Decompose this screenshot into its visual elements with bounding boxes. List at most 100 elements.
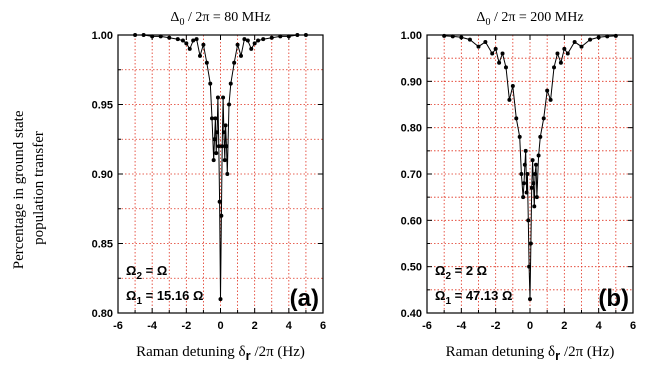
y-tick-label: 1.00	[92, 30, 113, 42]
parameter-annotation: Ω2 = 2 Ω	[435, 263, 487, 282]
data-point	[295, 33, 300, 37]
data-point	[536, 153, 541, 158]
data-point	[534, 162, 539, 167]
data-point	[221, 95, 226, 100]
x-tick-label: -4	[456, 320, 467, 332]
data-point	[187, 46, 192, 51]
data-point	[523, 148, 528, 153]
data-point	[228, 81, 233, 86]
data-point	[133, 33, 138, 37]
parameter-annotation: Ω1 = 15.16 Ω	[126, 288, 203, 307]
data-point	[239, 53, 243, 58]
data-point	[232, 60, 237, 65]
data-point	[214, 151, 219, 156]
data-point	[235, 42, 240, 47]
data-point	[514, 116, 519, 121]
data-point	[531, 181, 536, 186]
data-point	[503, 65, 508, 70]
data-point	[538, 134, 543, 139]
x-tick-label: 0	[527, 320, 533, 332]
x-tick-label: -4	[147, 320, 158, 332]
data-point	[530, 158, 535, 163]
data-point	[450, 34, 455, 39]
data-point	[218, 297, 223, 302]
data-point	[596, 35, 601, 40]
y-tick-label: 0.85	[92, 239, 113, 251]
x-tick-label: 2	[252, 320, 258, 332]
x-tick-label: -6	[422, 320, 432, 332]
panel-a: -6 -4 -2 0 2 4 6 0.80 0.85 0.90 0.95 1.00 Δ0 / 2π = …	[92, 10, 326, 363]
y-tick-label: 0.90	[401, 76, 422, 88]
data-point	[198, 53, 202, 58]
x-tick-label: -6	[113, 320, 123, 332]
data-point	[217, 199, 222, 204]
y-tick-label: 0.50	[401, 262, 422, 274]
data-point	[221, 130, 226, 135]
y-tick-label: 0.60	[401, 215, 422, 227]
data-point	[534, 195, 539, 200]
data-point	[141, 33, 146, 37]
x-axis-label: Raman detuning δr /2π (Hz)	[136, 344, 305, 363]
data-point	[527, 264, 532, 269]
data-point	[476, 44, 481, 49]
data-point	[224, 144, 229, 149]
data-point	[252, 41, 257, 46]
data-point	[528, 297, 532, 302]
data-point	[507, 97, 512, 102]
panel-tag: (a)	[290, 285, 319, 312]
data-point	[158, 34, 163, 39]
y-tick-label: 0.70	[401, 169, 422, 181]
data-point	[212, 137, 217, 142]
data-point	[191, 38, 196, 43]
panel-tag: (b)	[598, 285, 629, 312]
data-point	[510, 83, 515, 88]
y-tick-label: 0.80	[401, 123, 422, 135]
data-point	[555, 51, 560, 56]
data-point	[524, 190, 529, 195]
data-point	[227, 102, 232, 107]
panel-title: Δ0 / 2π = 80 MHz	[170, 10, 270, 28]
x-tick-label: 6	[320, 320, 326, 332]
data-point	[533, 172, 538, 176]
data-point	[493, 46, 498, 51]
x-tick-label: 0	[217, 320, 223, 332]
data-point	[242, 37, 247, 42]
data-point	[605, 34, 610, 39]
data-point	[194, 37, 199, 42]
data-point	[572, 39, 577, 44]
x-axis-label: Raman detuning δr /2π (Hz)	[446, 344, 615, 363]
data-point	[219, 213, 224, 218]
data-point	[442, 33, 447, 38]
data-point	[525, 172, 530, 176]
x-tick-label: 2	[561, 320, 567, 332]
data-point	[526, 218, 531, 223]
data-point	[215, 130, 220, 135]
data-point	[261, 37, 266, 42]
data-point	[459, 35, 464, 40]
data-point	[548, 97, 553, 102]
data-point	[225, 172, 230, 176]
data-point	[209, 116, 214, 121]
data-point	[528, 241, 533, 246]
data-point	[269, 35, 274, 40]
y-tick-label: 0.95	[92, 100, 113, 112]
data-point	[521, 181, 526, 186]
data-point	[201, 42, 206, 47]
data-point	[204, 60, 209, 65]
data-point	[256, 38, 261, 43]
x-tick-label: 4	[596, 320, 603, 332]
data-point	[208, 81, 213, 86]
data-point	[613, 33, 618, 38]
data-point	[249, 46, 254, 51]
y-axis-label-line2: population transfer	[31, 131, 47, 245]
data-point	[215, 95, 220, 100]
data-point	[175, 37, 180, 42]
y-axis-label-line1: Percentage in ground state	[11, 110, 27, 269]
y-tick-label: 1.00	[401, 30, 422, 42]
data-point	[558, 60, 563, 65]
x-tick-label: -2	[181, 320, 191, 332]
data-point	[483, 39, 488, 44]
y-tick-label: 0.90	[92, 169, 113, 181]
x-tick-label: 4	[286, 320, 293, 332]
parameter-annotation: Ω2 = Ω	[126, 263, 167, 282]
